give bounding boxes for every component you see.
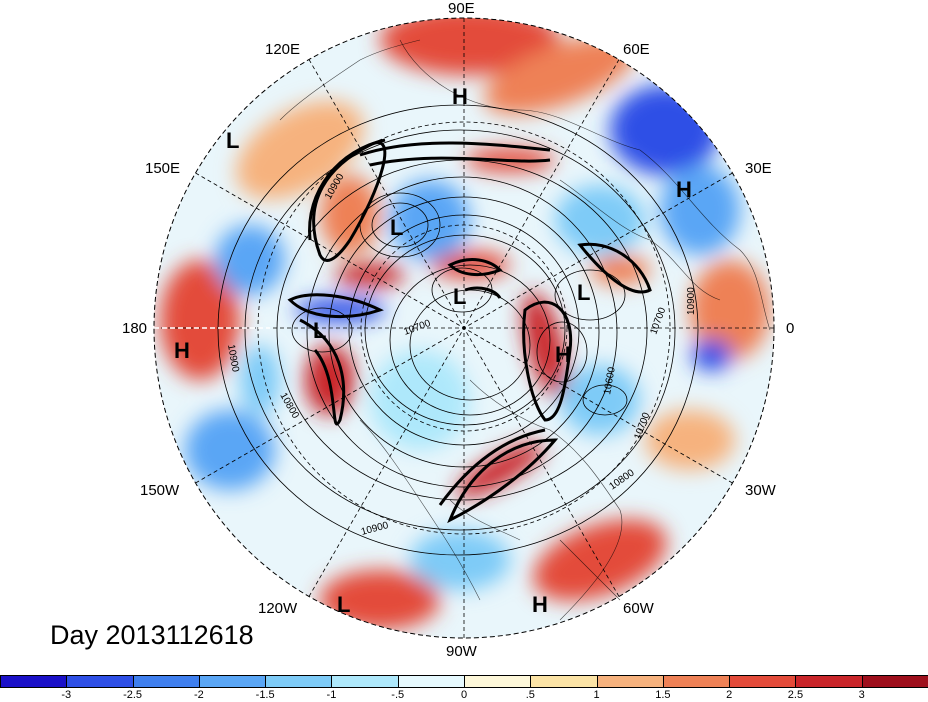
pressure-center-high: H [555, 342, 571, 367]
lon-label-150w: 150W [140, 482, 180, 499]
colorbar-swatch [198, 675, 267, 688]
pressure-center-low: L [390, 215, 404, 240]
lon-label-120e: 120E [265, 41, 301, 58]
colorbar-tick-label: 1 [593, 689, 600, 701]
colorbar-swatch [464, 675, 532, 688]
colorbar-swatch [729, 675, 797, 688]
colorbar-tick-label: -3 [61, 689, 72, 701]
colorbar-tick-label: .5 [525, 689, 535, 701]
lon-label-0: 0 [786, 320, 795, 337]
colorbar-tick-label: -1 [326, 689, 337, 701]
colorbar-tick-label: 1.5 [655, 689, 671, 701]
lon-label-60e: 60E [623, 41, 650, 58]
polar-stereographic-map: 10900 10900 10800 10800 10700 10700 1070… [153, 17, 775, 639]
pressure-center-high: H [532, 592, 548, 617]
colorbar-tick-label: -1.5 [255, 689, 275, 701]
lon-label-30w: 30W [745, 482, 776, 499]
date-label: Day 2013112618 [50, 620, 254, 650]
pressure-center-low: L [226, 128, 240, 153]
colorbar-tick-label: -2 [193, 689, 204, 701]
colorbar-tick-label: 0 [460, 689, 468, 701]
colorbar-swatch [331, 675, 399, 688]
pressure-center-high: H [174, 338, 190, 363]
map-boundary [153, 17, 775, 639]
colorbar-tick-label: 2.5 [787, 689, 804, 701]
graticule [154, 18, 774, 638]
colorbar-swatch [0, 675, 68, 688]
colorbar-tick-label: -.5 [391, 689, 405, 701]
contour-label: 10900 [225, 344, 241, 374]
coastlines [279, 39, 771, 621]
pressure-center-low: L [577, 280, 591, 305]
colorbar-tick-label: 2 [726, 689, 733, 701]
lon-label-90e: 90E [448, 0, 475, 17]
lon-label-30e: 30E [745, 160, 772, 177]
colorbar-swatch [861, 675, 928, 688]
pressure-center-low: L [453, 284, 467, 309]
colorbar-swatch [662, 675, 731, 688]
colorbar-swatch [265, 675, 333, 688]
lon-label-60w: 60W [623, 600, 654, 617]
colorbar-swatch [530, 675, 598, 688]
pressure-center-low: L [313, 318, 327, 343]
colorbar-swatch [397, 675, 465, 688]
colorbar-tick-label: -2.5 [123, 689, 143, 701]
colorbar-swatch [795, 675, 863, 688]
lon-label-90w: 90W [446, 643, 477, 660]
contour-label: 10900 [686, 287, 697, 315]
pressure-center-low: L [337, 592, 351, 617]
jet-contours [287, 138, 652, 524]
colorbar-swatch [596, 675, 664, 688]
pressure-center-high: H [452, 84, 468, 109]
colorbar-swatch [132, 675, 200, 688]
contour-label: 10600 [602, 366, 618, 396]
colorbar-swatch [66, 675, 134, 688]
lon-label-180: 180 [122, 320, 148, 337]
lon-label-150e: 150E [145, 160, 181, 177]
pressure-center-high: H [676, 177, 692, 202]
lon-label-120w: 120W [258, 600, 298, 617]
colorbar: -3 -2.5 -2 -1.5 -1 -.5 0 .5 1 1.5 2 2.5 3 [0, 675, 928, 702]
colorbar-tick-label: 3 [858, 689, 865, 701]
